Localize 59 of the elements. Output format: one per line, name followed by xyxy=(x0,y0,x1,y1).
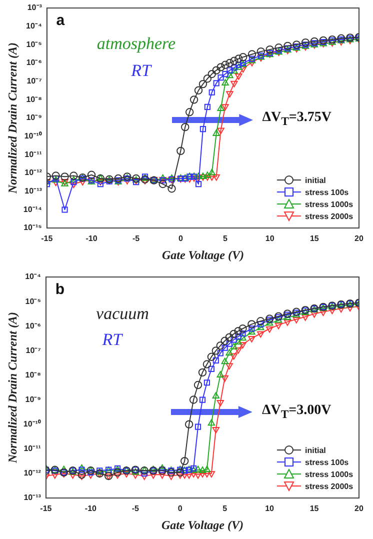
y-tick-label: 10⁻⁹ xyxy=(25,394,42,404)
x-tick-label: -5 xyxy=(132,504,140,514)
x-tick-label: 15 xyxy=(310,504,320,514)
legend-label: initial xyxy=(305,176,326,184)
y-axis-title: Normalized Drain Current (A) xyxy=(5,42,20,195)
annotation: b xyxy=(55,281,65,298)
y-tick-label: 10⁻⁵ xyxy=(26,40,42,49)
y-tick-label: 10⁻⁸ xyxy=(26,94,42,104)
annotation: RT xyxy=(131,60,152,81)
legend-label: stress 2000s xyxy=(305,212,354,220)
x-tick-label: 0 xyxy=(178,234,184,244)
y-tick-label: 10⁻¹⁰ xyxy=(24,132,42,141)
legend-label: stress 2000s xyxy=(305,482,354,490)
y-tick-label: 10⁻¹³ xyxy=(24,493,42,502)
annotation: ΔV$_{T}$=3.00V xyxy=(262,402,332,421)
x-axis-title: Gate Voltage (V) xyxy=(161,518,244,532)
y-tick-label: 10⁻¹⁰ xyxy=(23,420,41,429)
x-tick-label: 20 xyxy=(354,504,364,514)
y-tick-label: 10⁻⁷ xyxy=(26,76,42,86)
y-tick-label: 10⁻¹² xyxy=(24,168,42,178)
x-tick-label: -15 xyxy=(41,234,54,244)
y-tick-label: 10⁻⁹ xyxy=(26,113,42,122)
x-axis-title: Gate Voltage (V) xyxy=(162,248,244,262)
x-tick-label: -10 xyxy=(84,504,98,514)
y-tick-label: 10⁻⁵ xyxy=(25,296,42,306)
x-tick-label: -10 xyxy=(86,234,98,244)
legend-label: stress 1000s xyxy=(305,200,354,208)
y-tick-label: 10⁻⁶ xyxy=(25,321,42,330)
legend-label: stress 100s xyxy=(305,458,349,466)
x-tick-label: 15 xyxy=(310,234,320,244)
y-tick-label: 10⁻¹⁵ xyxy=(24,223,42,232)
y-tick-label: 10⁻⁷ xyxy=(26,346,41,355)
x-tick-label: 5 xyxy=(222,504,228,514)
legend-label: initial xyxy=(305,446,326,454)
x-tick-label: 10 xyxy=(265,234,275,244)
x-tick-label: 10 xyxy=(265,504,275,514)
x-tick-label: 20 xyxy=(354,234,364,244)
legend-label: stress 1000s xyxy=(305,470,354,478)
y-axis-title: Normalized Drain Current (A) xyxy=(5,312,20,464)
y-tick-label: 10⁻⁴ xyxy=(26,22,42,31)
y-tick-label: 10⁻¹⁴ xyxy=(23,204,42,214)
y-tick-label: 10⁻¹³ xyxy=(24,186,42,196)
y-tick-label: 10⁻⁸ xyxy=(25,370,42,380)
x-tick-label: -15 xyxy=(40,504,52,514)
x-tick-label: 5 xyxy=(223,234,228,244)
y-tick-label: 10⁻⁶ xyxy=(26,58,42,68)
annotation: a xyxy=(56,12,65,30)
annotation: RT xyxy=(102,330,122,350)
y-tick-label: 10⁻¹¹ xyxy=(24,150,42,159)
x-tick-label: -5 xyxy=(132,234,140,244)
annotation: atmosphere xyxy=(96,34,176,54)
x-tick-label: 0 xyxy=(178,504,183,514)
y-tick-label: 10⁻¹¹ xyxy=(24,444,42,454)
y-tick-label: 10⁻³ xyxy=(27,3,42,12)
annotation: vacuum xyxy=(96,304,149,324)
y-tick-label: 10⁻¹² xyxy=(24,468,42,478)
legend-label: stress 100s xyxy=(305,188,349,196)
y-tick-label: 10⁻⁴ xyxy=(25,272,41,282)
annotation: ΔV$_{T}$=3.75V xyxy=(262,110,332,128)
